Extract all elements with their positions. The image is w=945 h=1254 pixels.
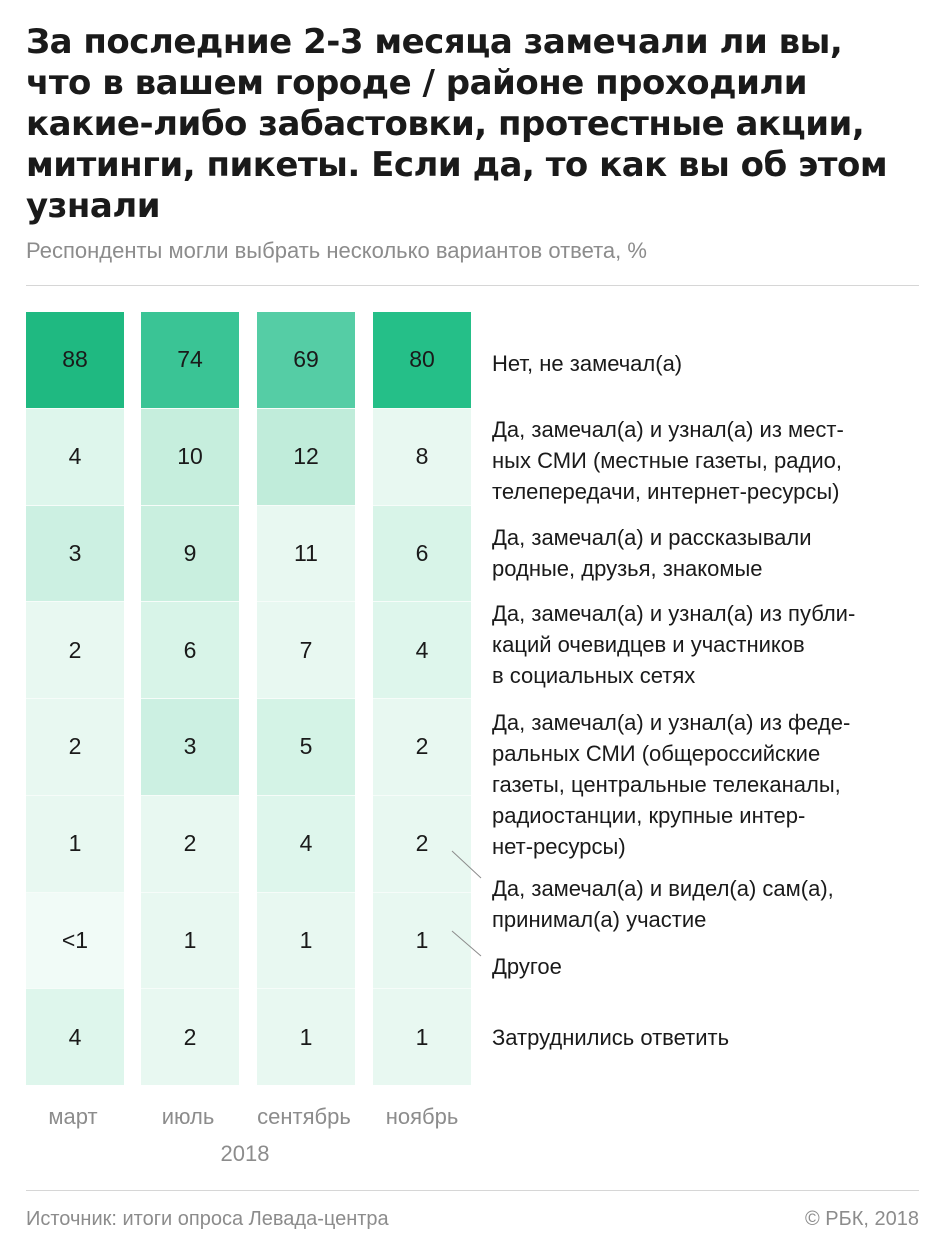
row-label: Да, замечал(а) и рассказывали родные, дру… [492, 522, 812, 584]
heatmap-cell: 69 [257, 312, 355, 408]
heatmap-cell: 1 [257, 891, 355, 989]
row-label: Да, замечал(а) и узнал(а) из публи-каций… [492, 598, 855, 691]
row-label: Да, замечал(а) и видел(а) сам(а), принима… [492, 873, 834, 935]
row-label-line: ральных СМИ (общероссийские [492, 741, 821, 766]
row-label-line: каций очевидцев и участников [492, 632, 805, 657]
bottom-divider [26, 1190, 919, 1191]
heatmap-cell: 8 [373, 407, 471, 505]
row-label: Да, замечал(а) и узнал(а) из мест-ных СМ… [492, 414, 844, 507]
title-line: митинги, пикеты. Если да, то как вы об э… [26, 145, 888, 185]
heatmap-cell: 74 [141, 312, 239, 408]
title-line: какие-либо забастовки, протестные акции, [26, 104, 865, 144]
x-tick-label: ноябрь [385, 1104, 459, 1129]
row-label-line: Да, замечал(а) и рассказывали [492, 525, 812, 550]
row-label: Да, замечал(а) и узнал(а) из феде-ральны… [492, 707, 850, 862]
heatmap-cell: 9 [141, 504, 239, 602]
chart-title: За последние 2-3 месяца замечали ли вы, … [26, 22, 926, 227]
heatmap-cell: 1 [26, 794, 124, 892]
heatmap-cell: 7 [257, 601, 355, 698]
heatmap-cell: 6 [373, 504, 471, 602]
heatmap-cell: 88 [26, 312, 124, 408]
x-tick-label: июль [161, 1104, 215, 1129]
row-label-line: Да, замечал(а) и узнал(а) из публи- [492, 601, 856, 626]
row-label-line: Да, замечал(а) и узнал(а) из феде- [492, 710, 851, 735]
heatmap-cell: 11 [257, 504, 355, 602]
heatmap-cell: 4 [257, 794, 355, 892]
column-2: 69 12 11 7 5 4 1 1 [257, 312, 355, 1086]
heatmap-cell: 10 [141, 407, 239, 505]
heatmap-cell: 2 [26, 601, 124, 698]
heatmap-cell: 2 [26, 698, 124, 795]
row-label-line: Затруднились ответить [492, 1025, 730, 1050]
row-label-line: телепередачи, интернет-ресурсы) [492, 479, 840, 504]
heatmap-cell: 3 [141, 698, 239, 795]
year-label: 2018 [220, 1141, 270, 1166]
heatmap-cell: 6 [141, 601, 239, 698]
heatmap-cell: 1 [257, 988, 355, 1085]
heatmap-cell: 5 [257, 698, 355, 795]
top-divider [26, 285, 919, 286]
column-0: 88 4 3 2 2 1 <1 4 [26, 312, 124, 1086]
column-3: 80 8 6 4 2 2 1 1 [373, 312, 471, 1086]
title-line: что в вашем городе / районе проходили [26, 63, 808, 103]
row-label-line: нет-ресурсы) [492, 834, 626, 859]
heatmap-cell: 1 [373, 891, 471, 989]
heatmap-cell: 2 [141, 988, 239, 1085]
row-label-line: Да, замечал(а) и узнал(а) из мест- [492, 417, 844, 442]
row-label-line: Нет, не замечал(а) [492, 351, 683, 376]
title-line: За последние 2-3 месяца замечали ли вы, [26, 22, 843, 62]
source-note: Источник: итоги опроса Левада-центра [26, 1208, 389, 1230]
heatmap-cell: 2 [373, 698, 471, 795]
x-tick-label: март [48, 1104, 98, 1129]
heatmap-cell: <1 [26, 891, 124, 989]
row-label: Другое [492, 951, 562, 982]
title-line: узнали [26, 186, 161, 226]
heatmap-cell: 3 [26, 504, 124, 602]
row-label-line: радиостанции, крупные интер- [492, 803, 806, 828]
heatmap-cell: 4 [373, 601, 471, 698]
chart-subtitle: Респонденты могли выбрать несколько вари… [26, 238, 647, 263]
heatmap-cell: 2 [373, 794, 471, 892]
copyright: © РБК, 2018 [804, 1208, 919, 1230]
heatmap-cell: 1 [141, 891, 239, 989]
x-tick-label: сентябрь [257, 1104, 351, 1129]
row-label-line: принимал(а) участие [492, 907, 707, 932]
heatmap-cell: 2 [141, 794, 239, 892]
row-label-line: Да, замечал(а) и видел(а) сам(а), [492, 876, 834, 901]
row-label-line: Другое [492, 954, 562, 979]
row-label: Нет, не замечал(а) [492, 348, 682, 379]
heatmap-cell: 4 [26, 988, 124, 1085]
column-1: 74 10 9 6 3 2 1 2 [141, 312, 239, 1086]
heatmap-cell: 80 [373, 312, 471, 408]
row-label-line: ных СМИ (местные газеты, радио, [492, 448, 842, 473]
heatmap-cell: 1 [373, 988, 471, 1085]
heatmap-cell: 4 [26, 407, 124, 505]
row-label: Затруднились ответить [492, 1022, 729, 1053]
row-label-line: газеты, центральные телеканалы, [492, 772, 841, 797]
row-label-line: родные, друзья, знакомые [492, 556, 763, 581]
heatmap-cell: 12 [257, 407, 355, 505]
row-label-line: в социальных сетях [492, 663, 696, 688]
